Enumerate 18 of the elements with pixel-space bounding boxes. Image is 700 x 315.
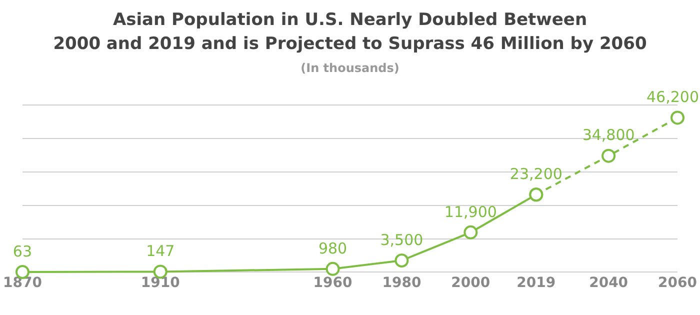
data-label: 63 [12,242,32,260]
x-tick-label: 2019 [516,275,556,292]
x-tick-label: 1910 [140,275,180,292]
data-label: 980 [318,239,348,258]
data-label: 11,900 [444,202,497,221]
x-tick-label: 2000 [451,275,490,292]
data-label: 34,800 [582,126,635,144]
data-label: 23,200 [510,165,562,184]
chart-subtitle: (In thousands) [300,61,400,75]
x-tick-label: 1870 [3,275,42,292]
data-label: 3,500 [380,230,424,249]
data-label: 147 [146,242,175,260]
x-tick-label: 2060 [658,275,698,292]
x-tick-label: 1980 [382,275,422,292]
x-tick-label: 2040 [589,275,628,292]
chart-title: Asian Population in U.S. Nearly Doubled Between 2000 and 2019 and is Projected to Suprass 46 Million by 2060 [52,9,648,56]
data-label: 46,200 [646,88,700,106]
x-tick-label: 1960 [313,275,352,292]
